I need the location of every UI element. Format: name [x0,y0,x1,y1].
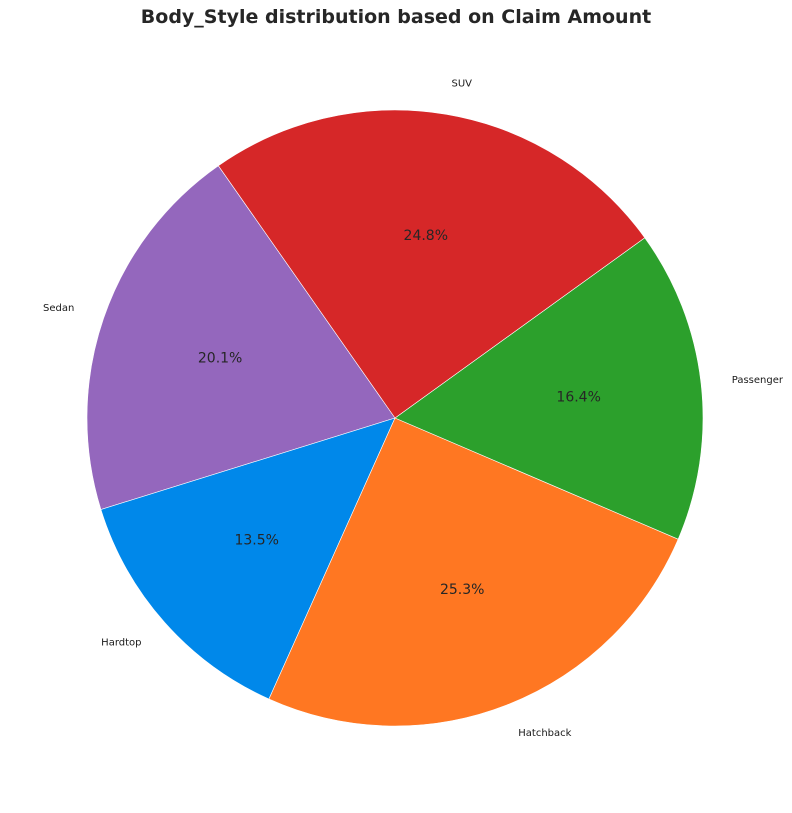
pie-slice-sedan [86,165,396,510]
labels-layer: 20.1% Sedan 13.5% Hardtop 25.3% Hatchback 16.4… [43,78,784,739]
pie-slice-suv [217,109,646,419]
slice-label-hatchback: Hatchback [518,728,571,739]
pct-label-passenger: 16.4% [556,390,600,406]
pie-slice-hatchback [268,417,679,727]
slice-label-passenger: Passenger [732,375,784,386]
pct-label-hatchback: 25.3% [440,582,484,598]
slice-label-hardtop: Hardtop [101,637,141,648]
pie-slice-hardtop [100,417,396,700]
slices-layer [86,109,704,727]
slice-label-suv: SUV [451,78,472,89]
pct-label-sedan: 20.1% [198,350,242,366]
slice-label-sedan: Sedan [43,303,74,314]
pie-slice-passenger [394,237,704,540]
chart-title: Body_Style distribution based on Claim A… [140,6,652,28]
pct-label-suv: 24.8% [404,228,448,244]
pct-label-hardtop: 13.5% [234,533,278,549]
